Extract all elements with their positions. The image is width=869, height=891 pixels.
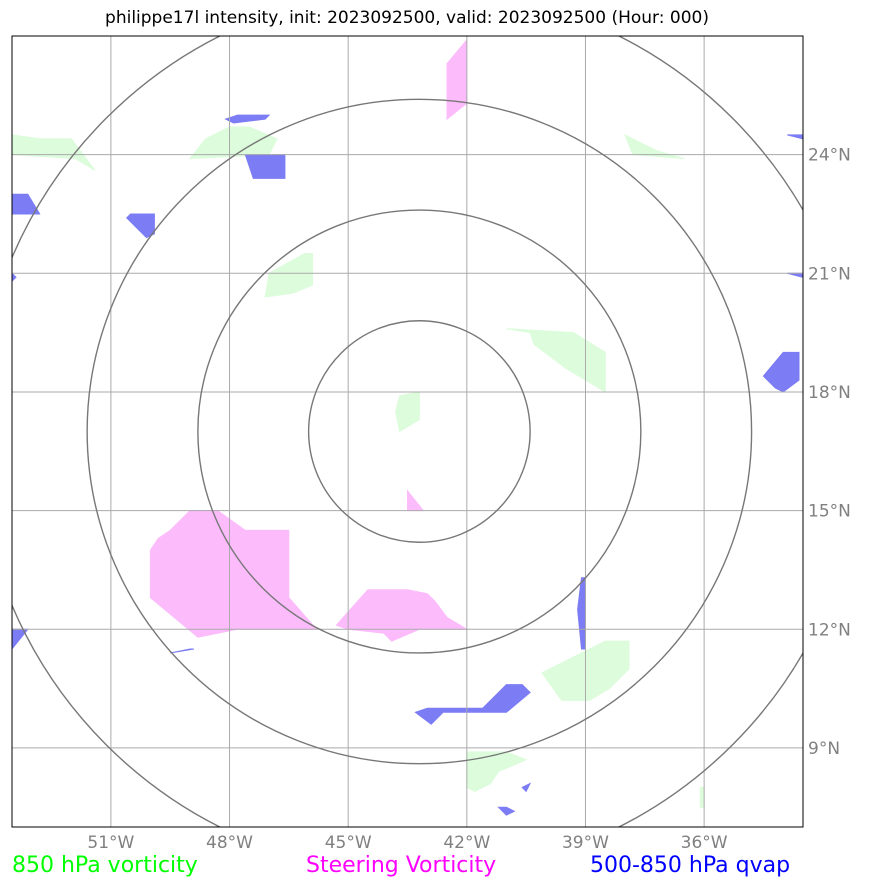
green-field-patch-2 (624, 133, 685, 160)
range-ring-1 (307, 320, 531, 543)
lon-tick-label: 48°W (206, 833, 253, 853)
blue-field-patch-13 (787, 134, 803, 140)
legend-steering-vorticity: Steering Vorticity (306, 853, 497, 878)
legend-850hpa-vorticity: 850 hPa vorticity (12, 853, 198, 878)
lon-tick-label: 42°W (443, 833, 490, 853)
field-shading-layer (12, 38, 803, 816)
blue-field-patch-9 (521, 782, 532, 793)
blue-field-patch-1 (12, 193, 41, 215)
map-title: philippe17l intensity, init: 2023092500,… (105, 8, 709, 28)
blue-field-patch-10 (497, 806, 516, 816)
axis-tick-labels: 51°W 48°W 45°W 42°W 39°W 36°W 9°N 12°N 15°N 18°N 2… (87, 146, 850, 853)
lat-tick-label: 9°N (808, 739, 840, 759)
blue-field-patch-6 (414, 684, 531, 725)
range-ring-3 (86, 98, 753, 765)
green-field-patch-8 (699, 786, 705, 808)
legend-qvap: 500-850 hPa qvap (590, 853, 791, 878)
lat-tick-label: 15°N (808, 502, 851, 522)
lat-tick-label: 21°N (808, 264, 851, 284)
green-field-patch-1 (12, 134, 96, 171)
green-field-patch-7 (466, 751, 528, 792)
lon-tick-label: 51°W (87, 833, 134, 853)
lon-tick-label: 36°W (681, 833, 728, 853)
range-ring-2 (197, 209, 642, 654)
map-frame (11, 35, 804, 828)
lat-tick-label: 12°N (808, 620, 851, 640)
graticule (12, 36, 803, 827)
blue-field-patch-11 (12, 272, 17, 282)
lat-tick-label: 24°N (808, 146, 851, 166)
range-rings (12, 36, 803, 827)
lat-tick-label: 18°N (808, 383, 851, 403)
lon-tick-label: 39°W (562, 833, 609, 853)
map-background (12, 36, 803, 827)
green-field-patch-5 (395, 391, 420, 433)
lon-tick-label: 45°W (325, 833, 372, 853)
blue-field-patch-8 (170, 648, 194, 654)
